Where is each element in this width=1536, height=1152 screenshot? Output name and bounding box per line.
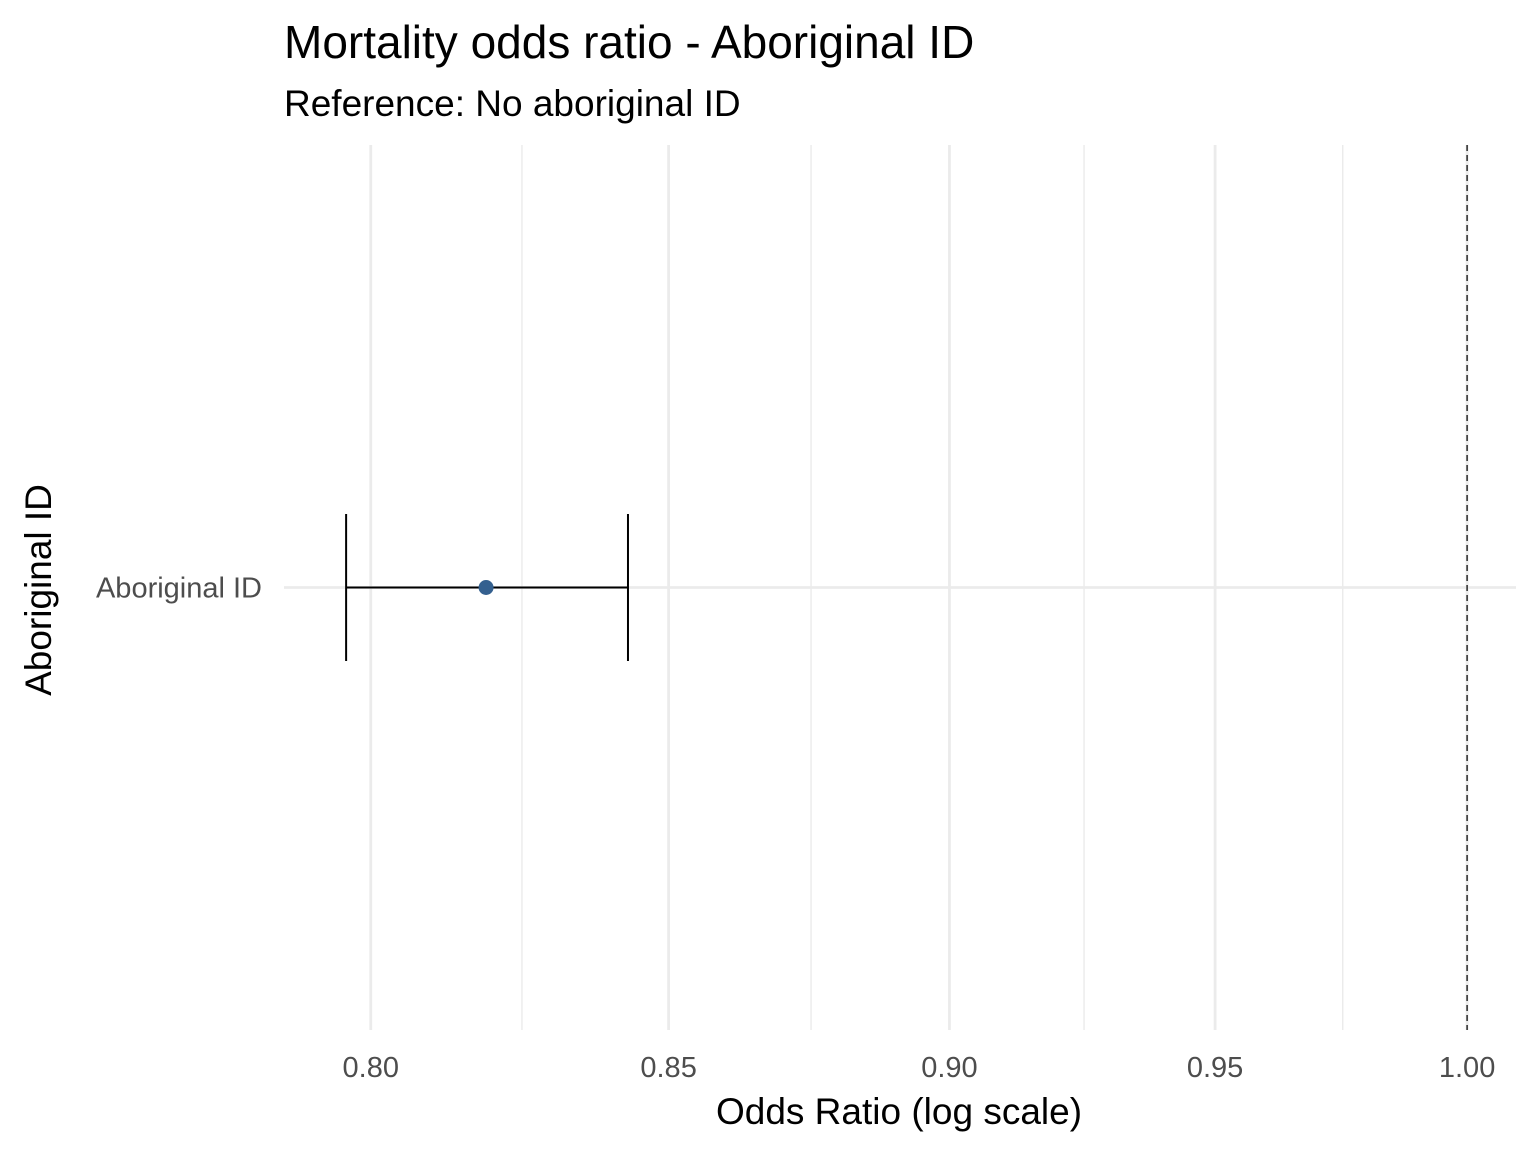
x-axis-title: Odds Ratio (log scale)	[716, 1091, 1082, 1132]
y-tick-labels: Aboriginal ID	[96, 573, 262, 605]
x-tick-label: 0.95	[1187, 1052, 1243, 1084]
estimate-point	[478, 580, 494, 595]
x-tick-label: 0.90	[921, 1052, 977, 1084]
data-marks	[345, 514, 629, 661]
x-tick-label: 0.80	[343, 1052, 399, 1084]
chart-subtitle: Reference: No aboriginal ID	[284, 83, 741, 124]
x-tick-labels: 0.80 0.85 0.90 0.95 1.00	[343, 1052, 1496, 1084]
x-tick-label: 1.00	[1439, 1052, 1495, 1084]
chart-title: Mortality odds ratio - Aboriginal ID	[284, 16, 974, 68]
x-tick-label: 0.85	[640, 1052, 696, 1084]
y-tick-label: Aboriginal ID	[96, 573, 262, 605]
y-axis-title: Aboriginal ID	[18, 484, 59, 696]
